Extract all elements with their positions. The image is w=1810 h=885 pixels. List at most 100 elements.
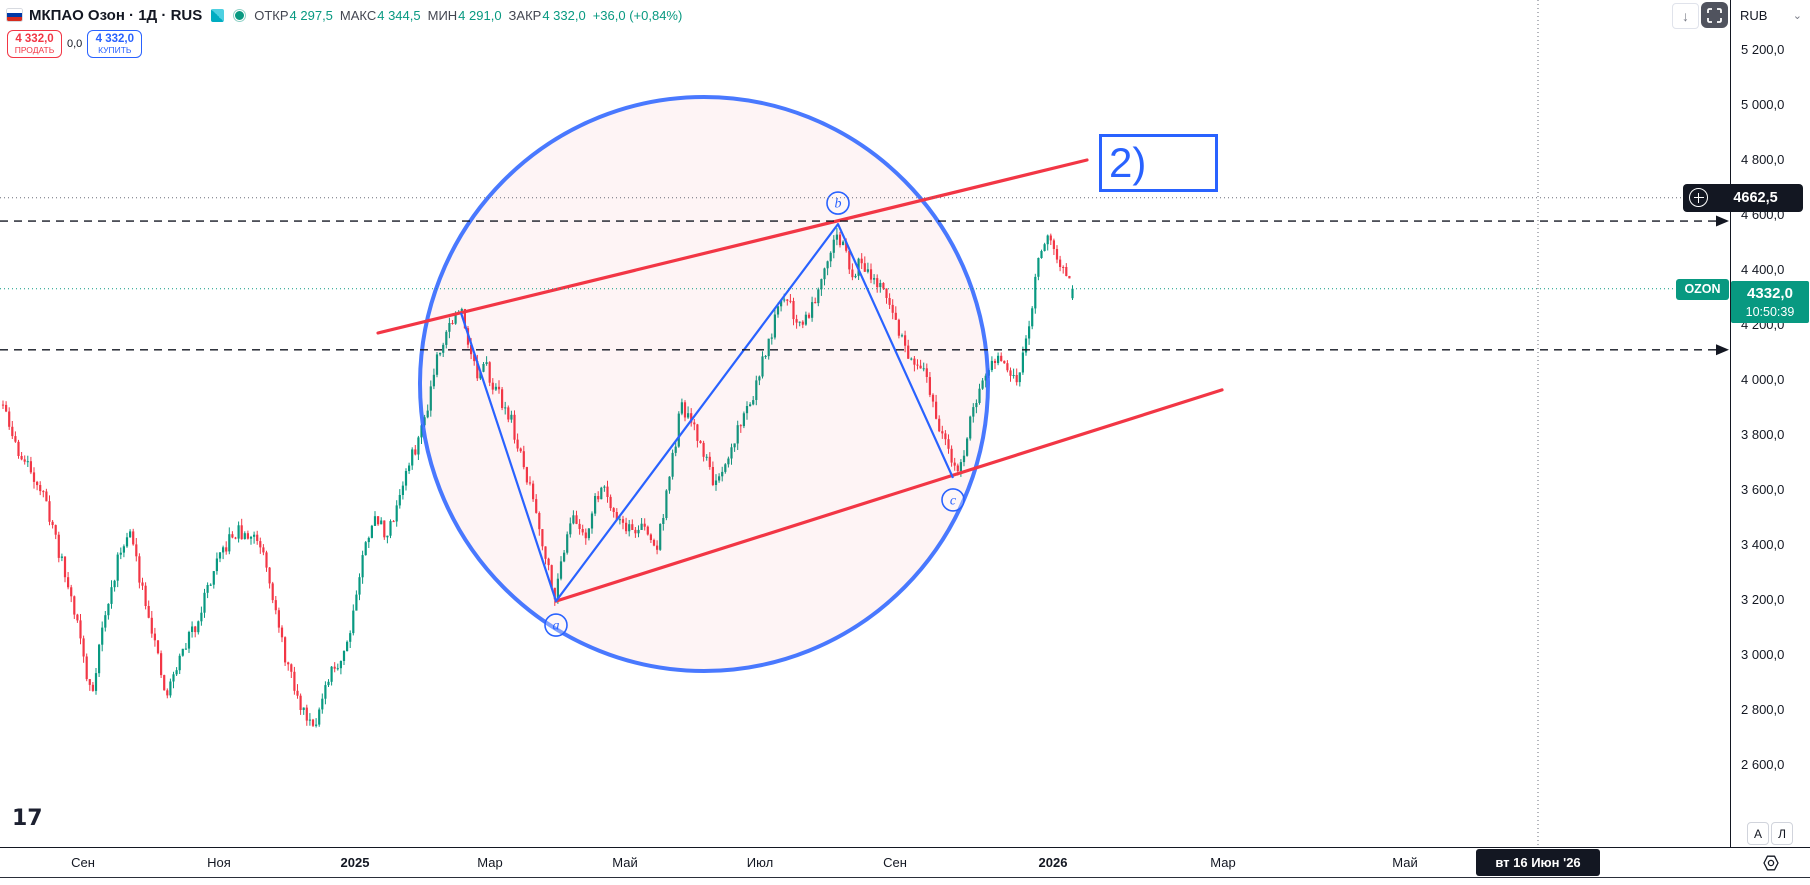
candle-body [705,456,708,458]
upper-trendline-drawing[interactable] [376,158,1089,335]
candle-body [885,288,888,298]
log-scale-button[interactable]: Л [1771,822,1793,845]
add-alert-plus-icon[interactable] [1689,188,1708,208]
candle-body [749,404,752,406]
candle-body [925,368,928,377]
lower-trendline-drawing[interactable] [554,388,1224,603]
candle-body [203,592,206,613]
time-tick-label: Июл [746,855,774,870]
candle-body [274,600,277,611]
time-tick-label: Мар [1210,855,1236,870]
candle-body [801,321,804,325]
price-tick-label: 3 200,0 [1741,592,1785,607]
candle-body [355,594,358,611]
candle-body [1024,338,1028,353]
candle-body [470,344,473,355]
candle-body [401,485,404,495]
candle-body [798,321,801,323]
candle-body [104,615,107,628]
open-label: ОТКР [254,7,289,23]
candle-body [315,724,318,726]
candle-body [1052,240,1055,249]
abc-pattern-drawing[interactable] [459,223,955,603]
high-label: МАКС [339,7,377,23]
candle-body [448,323,451,332]
price-axis[interactable]: 5 200,0 5 000,0 4 800,0 4 600,0 4 400,0 4 200… [1731,0,1810,847]
arrow-down-icon: ↓ [1682,8,1689,24]
candle-body [742,413,745,427]
candle-body [820,279,823,290]
candle-body [1000,355,1003,361]
candle-body [290,664,293,672]
candle-body [191,626,194,632]
candle-body [246,533,249,539]
candle-body [969,416,972,439]
bar-countdown-timer: 10:50:39 [1745,304,1795,319]
candle-body [373,516,377,526]
candle-body [197,621,200,633]
time-tick-label: Мар [477,855,503,870]
tradingview-logo-icon[interactable]: 17 [12,806,43,831]
fullscreen-button[interactable] [1701,2,1728,28]
candle-body [1006,363,1009,371]
candle-body [869,269,873,280]
candle-body [842,241,845,246]
candle-body [426,410,429,418]
candle-body [525,467,528,483]
candle-body [476,361,479,379]
chart-canvas[interactable]: a b c [0,0,1730,847]
symbol-title[interactable]: МКПАО Озон · 1Д · RUS [29,6,203,24]
candle-body [919,365,922,369]
candle-body [786,299,789,301]
candle-body [941,431,944,434]
candle-body [101,627,104,645]
pattern-point-circle[interactable] [941,488,965,512]
candle-body [423,417,426,426]
candle-body [411,449,414,466]
candle-body [956,465,959,472]
price-tick-label: 2 800,0 [1741,702,1785,717]
candle-body [634,529,637,534]
candle-body [442,344,445,353]
sell-button[interactable]: 4 332,0 ПРОДАТЬ [7,30,62,58]
candle-body [733,443,736,448]
note-text: 2) [1109,139,1147,186]
candle-body [367,537,370,543]
circle-drawing[interactable] [418,95,990,673]
text-note-drawing[interactable]: 2) [1099,134,1218,192]
candle-body [575,515,578,524]
candle-body [243,533,246,540]
candle-body [972,407,975,417]
candle-body [829,252,832,262]
candle-body [417,437,420,455]
price-tick-label: 4 000,0 [1741,372,1785,387]
price-tick-label: 4 800,0 [1741,152,1785,167]
market-status-dot-icon[interactable] [234,9,246,21]
candle-body [451,323,454,324]
time-axis[interactable]: Сен Ноя 2025 Мар Май Июл Сен 2026 Мар Май вт 16 И… [0,847,1810,878]
candle-body [14,436,17,442]
currency-dropdown[interactable]: RUB ⌄ [1740,5,1802,25]
candle-body [439,352,442,355]
candle-body [981,380,984,389]
change-value: +36,0 (+0,84%) [592,7,683,23]
sell-label: ПРОДАТЬ [14,45,55,55]
candle-body [767,338,770,357]
pattern-point-circle[interactable] [544,613,568,637]
candle-body [807,314,811,318]
candle-body [879,283,882,288]
candle-body [305,707,308,721]
candle-body [488,362,491,383]
candle-body [60,556,63,558]
candle-body [85,656,88,680]
scroll-to-realtime-button[interactable]: ↓ [1672,3,1699,29]
candle-body [336,668,339,670]
auto-scale-button[interactable]: А [1747,822,1769,845]
candle-body [262,547,265,553]
gear-icon[interactable] [1762,854,1780,872]
buy-button[interactable]: 4 332,0 КУПИТЬ [87,30,143,58]
candle-body [764,356,767,357]
candle-body [222,547,225,553]
candle-body [631,524,634,530]
